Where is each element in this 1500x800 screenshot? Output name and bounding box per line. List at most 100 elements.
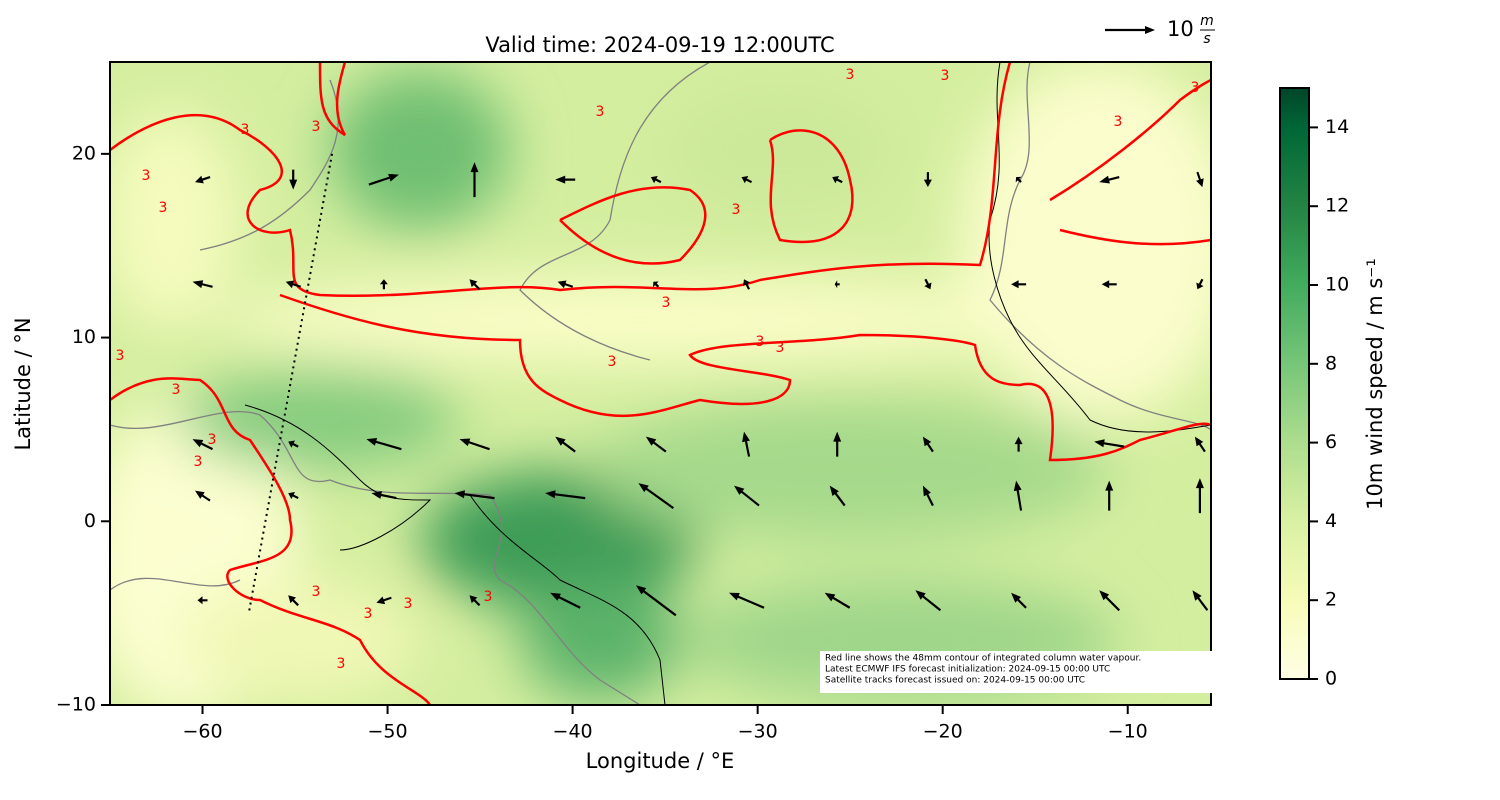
wind-arrow: [1192, 590, 1209, 611]
wind-arrow: [195, 175, 211, 184]
wind-arrow: [1099, 175, 1120, 184]
annotation-line: Latest ECMWF IFS forecast initialization…: [825, 665, 1110, 675]
wind-arrow: [833, 431, 842, 457]
wind-arrow: [1014, 436, 1023, 452]
contour-label: 3: [484, 589, 493, 605]
wind-arrow: [1099, 590, 1120, 612]
wind-arrow: [1196, 278, 1204, 290]
contour-label: 3: [337, 656, 346, 672]
wind-arrow: [924, 278, 932, 290]
wind-arrow: [742, 431, 751, 457]
y-axis-label: Latitude / °N: [11, 317, 35, 450]
wind-arrow: [645, 436, 667, 453]
contour-label: 3: [846, 67, 855, 83]
wind-arrow: [192, 439, 213, 451]
x-tick-label: −60: [182, 721, 222, 743]
wind-arrow: [379, 279, 388, 290]
wind-arrow: [288, 595, 299, 607]
wind-arrow: [915, 590, 942, 612]
wind-arrow: [824, 592, 851, 609]
colorbar-tick-label: 2: [1325, 589, 1337, 611]
colorbar: [1279, 87, 1310, 680]
wind-arrow: [635, 585, 677, 617]
contour-label: 3: [312, 119, 321, 135]
contour-48mm: [110, 62, 1211, 705]
contour-label: 3: [172, 382, 181, 398]
wind-arrow: [653, 281, 660, 288]
colorbar-tick-label: 10: [1325, 274, 1349, 296]
wind-arrow: [1015, 176, 1022, 183]
contour-label: 3: [1191, 80, 1200, 96]
y-tick-label: 20: [72, 142, 96, 164]
wind-arrow: [288, 440, 299, 448]
colorbar-tick-label: 8: [1325, 352, 1337, 374]
colorbar-tick-label: 0: [1325, 668, 1337, 690]
wind-arrow: [834, 280, 840, 289]
wind-arrow: [557, 280, 574, 289]
wind-arrow: [1011, 280, 1027, 289]
wind-arrow: [638, 483, 674, 509]
contour-label: 3: [404, 596, 413, 612]
contour-label: 3: [941, 68, 950, 84]
colorbar-tick-label: 6: [1325, 431, 1337, 453]
wind-arrow: [470, 162, 479, 198]
wind-arrow: [650, 176, 662, 184]
contour-label: 3: [364, 606, 373, 622]
contour-label: 3: [608, 354, 617, 370]
contour-label: 3: [756, 334, 765, 350]
wind-arrow: [289, 169, 298, 190]
wind-arrow: [1194, 436, 1206, 453]
wind-arrow: [1105, 480, 1114, 511]
y-tick-label: 0: [84, 510, 96, 532]
chart-title: Valid time: 2024-09-19 12:00UTC: [485, 33, 834, 57]
contour-label: 3: [208, 432, 217, 448]
colorbar-tick-label: 12: [1325, 195, 1349, 217]
x-tick-label: −50: [368, 721, 408, 743]
wind-arrow: [368, 173, 399, 186]
contour-label: 3: [776, 340, 785, 356]
contour-label: 3: [159, 200, 168, 216]
contour-label: 3: [1114, 114, 1123, 130]
annotation-box: Red line shows the 48mm contour of integ…: [820, 651, 1216, 693]
colorbar-label: 10m wind speed / m s⁻¹: [1363, 258, 1387, 510]
x-tick-label: −30: [738, 721, 778, 743]
wind-arrow: [459, 438, 490, 451]
wind-arrow: [734, 485, 760, 507]
wind-arrow: [550, 592, 581, 609]
wind-arrow: [288, 492, 299, 500]
contour-label: 3: [194, 454, 203, 470]
wind-arrow: [192, 280, 213, 289]
annotation-line: Satellite tracks forecast issued on: 202…: [825, 676, 1085, 686]
wind-arrow: [832, 176, 843, 184]
colorbar-tick-label: 4: [1325, 510, 1337, 532]
wind-arrow: [1195, 478, 1204, 514]
quiver-key-arrow: [1105, 26, 1155, 34]
wind-arrow: [371, 491, 397, 500]
contour-label: 3: [116, 348, 125, 364]
wind-arrow: [923, 172, 932, 188]
wind-arrow: [376, 596, 392, 605]
y-tick-label: 10: [72, 326, 96, 348]
contour-label: 3: [241, 122, 250, 138]
wind-arrow: [1013, 480, 1023, 511]
wind-arrow: [197, 596, 208, 605]
contour-label: 3: [312, 584, 321, 600]
x-axis-label: Longitude / °E: [586, 749, 735, 773]
wind-arrow: [555, 175, 576, 184]
wind-arrow: [366, 438, 402, 451]
contour-label: 3: [142, 168, 151, 184]
x-tick-label: −40: [553, 721, 593, 743]
quiver-key: 10 m s: [1105, 13, 1215, 47]
wind-arrow: [555, 436, 576, 453]
quiver-key-value: 10: [1167, 17, 1194, 41]
wind-arrow: [469, 595, 481, 607]
wind-arrow: [729, 592, 765, 609]
wind-arrow: [285, 280, 301, 289]
contour-label: 3: [662, 295, 671, 311]
wind-arrow: [922, 436, 934, 453]
wind-arrow: [743, 279, 751, 290]
quiver-key-unit-denominator: s: [1203, 31, 1210, 47]
wind-arrow: [829, 485, 846, 507]
